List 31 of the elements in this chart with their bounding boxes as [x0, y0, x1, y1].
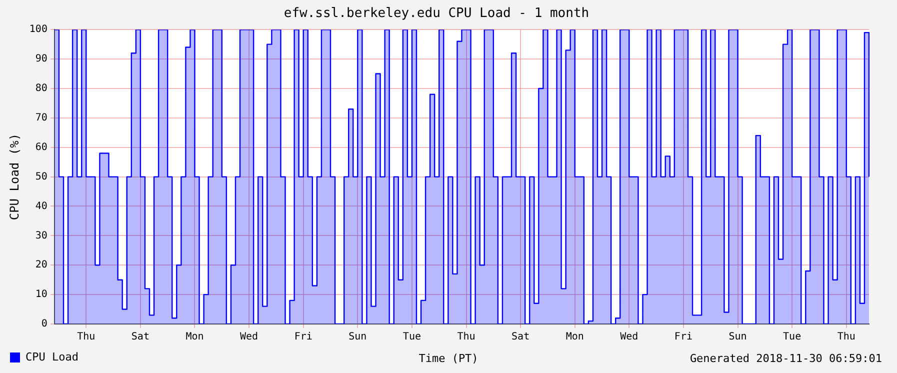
y-tick-label: 60 — [35, 142, 48, 153]
x-tick-label: Fri — [294, 332, 312, 343]
y-tick-label: 100 — [29, 24, 48, 36]
x-axis-title: Time (PT) — [418, 352, 478, 365]
x-tick-label: Sat — [131, 332, 150, 343]
x-tick-label: Tue — [402, 332, 421, 343]
legend-label: CPU Load — [26, 350, 78, 364]
x-tick-label: Sun — [728, 332, 747, 343]
x-tick-label: Mon — [186, 332, 204, 343]
x-tick-label: Thu — [837, 332, 856, 343]
x-tick-label: Thu — [457, 332, 476, 343]
x-tick-label: Sat — [512, 332, 530, 343]
x-tick-label: Sun — [348, 332, 367, 343]
y-tick-label: 80 — [35, 83, 48, 94]
x-tick-label: Mon — [566, 332, 584, 343]
y-tick-label: 50 — [35, 171, 48, 182]
y-tick-label: 20 — [35, 260, 48, 271]
x-tick-label: Thu — [77, 332, 96, 343]
x-tick-label: Fri — [674, 332, 692, 343]
y-tick-label: 10 — [35, 289, 48, 300]
y-tick-label: 70 — [35, 112, 48, 124]
y-tick-label: 30 — [35, 230, 48, 242]
x-tick-label: Wed — [240, 332, 258, 343]
x-tick-label: Wed — [620, 332, 638, 343]
y-tick-label: 90 — [35, 54, 48, 65]
text: Generated 2018-11-30 06:59:01 — [690, 352, 882, 365]
y-tick-label: 40 — [35, 200, 48, 212]
chart-title: efw.ssl.berkeley.edu CPU Load - 1 month — [284, 6, 590, 22]
y-axis-title: CPU Load (%) — [7, 133, 22, 220]
y-tick-label: 0 — [41, 318, 48, 330]
x-tick-label: Tue — [783, 332, 802, 343]
